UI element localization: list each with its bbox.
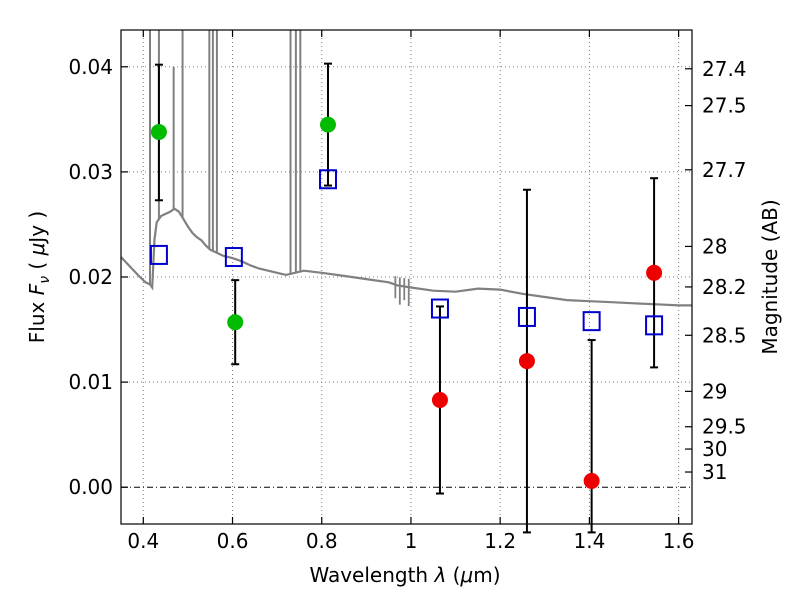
model-photometry-square (517, 306, 536, 327)
model-spectrum-group (121, 30, 692, 307)
errorbar-layer (154, 62, 659, 534)
y-tick-label: 0.00 (68, 475, 113, 499)
x-tick-label: 1.6 (663, 529, 695, 553)
y2-tick-label: 28.5 (702, 323, 747, 347)
y-tick-label: 0.01 (68, 370, 113, 394)
y2-axis-label: Magnitude (AB) (758, 199, 782, 354)
y2-tick-label: 28 (702, 234, 727, 258)
y-tick-label: 0.04 (68, 55, 113, 79)
model-photometry-square (149, 244, 168, 265)
grid-layer (121, 30, 692, 524)
y2-tick-label: 27.5 (702, 94, 747, 118)
red-data-point (518, 353, 535, 370)
green-data-point (150, 123, 167, 140)
y2-tick-label: 31 (702, 460, 727, 484)
x-tick-label: 0.6 (217, 529, 249, 553)
x-axis-label: Wavelength λ (μm) (309, 563, 500, 587)
model-spectrum-line (121, 207, 692, 307)
green-data-point (227, 314, 244, 331)
axes-layer: 0.4 0.6 0.8 1 1.2 1.4 1.6 0.00 0.01 0.02 0.03 0.04 2… (68, 29, 747, 553)
x-tick-label: 0.4 (127, 529, 159, 553)
y2-tick-label: 30 (702, 437, 727, 461)
y2-tick-label: 29.5 (702, 415, 747, 439)
red-data-point (583, 472, 600, 489)
model-photometry-square (318, 169, 337, 190)
y-tick-label: 0.03 (68, 160, 113, 184)
y-axis-label: Flux Fν ( μJy ) (25, 211, 53, 343)
model-layer (121, 30, 692, 307)
y2-tick-label: 28.2 (702, 275, 747, 299)
y2-tick-label: 29 (702, 379, 727, 403)
y-tick-label: 0.02 (68, 265, 113, 289)
red-data-point (646, 264, 663, 281)
green-data-point (319, 116, 336, 133)
x-tick-label: 0.8 (306, 529, 338, 553)
plot-frame (120, 29, 693, 525)
y2-tick-label: 27.7 (702, 158, 747, 182)
model-photometry-square (430, 298, 449, 319)
points-layer (149, 116, 664, 489)
y2-tick-label: 27.4 (702, 57, 747, 81)
x-tick-label: 1.2 (484, 529, 516, 553)
x-tick-label: 1.4 (573, 529, 605, 553)
model-photometry-square (582, 311, 601, 332)
model-photometry-square (645, 315, 664, 336)
red-data-point (431, 391, 448, 408)
model-photometry-square (224, 247, 243, 268)
x-tick-label: 1 (405, 529, 418, 553)
